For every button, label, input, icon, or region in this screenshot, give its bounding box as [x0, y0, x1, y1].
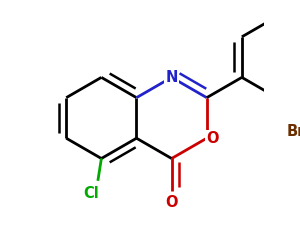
Text: Cl: Cl	[83, 186, 99, 201]
Text: O: O	[165, 195, 178, 210]
Text: N: N	[165, 70, 178, 85]
Text: Br: Br	[286, 124, 300, 139]
Text: O: O	[206, 131, 218, 146]
